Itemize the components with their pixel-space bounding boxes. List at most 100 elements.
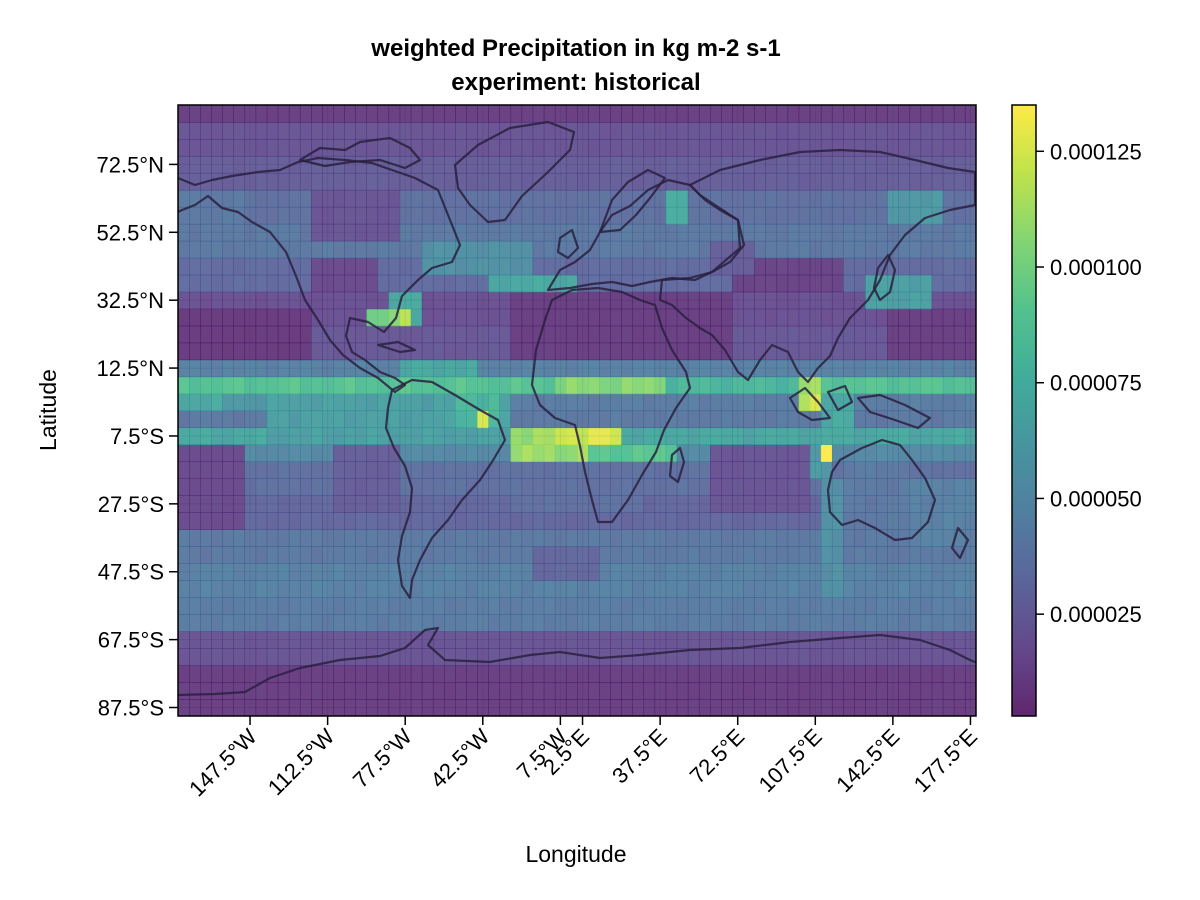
heatmap-cell — [388, 257, 401, 276]
heatmap-cell — [776, 257, 789, 276]
heatmap-cell — [211, 546, 223, 564]
heatmap-cell — [953, 563, 966, 581]
heatmap-cell — [477, 105, 489, 123]
heatmap-cell — [211, 444, 223, 463]
heatmap-cell — [366, 223, 379, 242]
heatmap-cell — [299, 274, 312, 293]
heatmap-cell — [178, 291, 190, 310]
heatmap-cell — [565, 189, 578, 208]
heatmap-cell — [244, 376, 257, 395]
heatmap-cell — [233, 699, 246, 716]
heatmap-cell — [189, 427, 201, 446]
heatmap-cell — [776, 665, 789, 683]
heatmap-cell — [798, 546, 811, 564]
heatmap-cell — [455, 274, 467, 293]
heatmap-cell — [366, 580, 379, 598]
heatmap-cell — [577, 410, 589, 429]
heatmap-cell — [953, 257, 966, 276]
heatmap-cell — [288, 121, 301, 140]
heatmap-cell — [953, 325, 966, 344]
heatmap-cell — [477, 325, 489, 344]
heatmap-cell — [288, 308, 301, 327]
heatmap-cell — [577, 444, 589, 463]
heatmap-cell — [809, 138, 822, 157]
heatmap-cell — [621, 342, 634, 361]
heatmap-cell — [964, 631, 976, 649]
heatmap-cell — [355, 665, 368, 683]
heatmap-cell — [942, 597, 955, 615]
heatmap-cell — [222, 189, 235, 208]
heatmap-cell — [698, 682, 711, 700]
heatmap-cell — [189, 478, 201, 496]
heatmap-cell — [477, 648, 489, 666]
heatmap-cell — [444, 614, 456, 632]
heatmap-cell — [577, 257, 589, 276]
heatmap-cell — [222, 580, 235, 598]
heatmap-cell — [820, 648, 833, 666]
heatmap-cell — [244, 546, 257, 564]
heatmap-cell — [687, 257, 700, 276]
heatmap-cell — [432, 461, 445, 479]
heatmap-cell — [854, 138, 866, 157]
heatmap-cell — [200, 682, 212, 700]
heatmap-cell — [898, 342, 911, 361]
heatmap-cell — [676, 699, 689, 716]
heatmap-cell — [710, 172, 722, 191]
heatmap-cell — [333, 325, 345, 344]
heatmap-cell — [488, 155, 501, 174]
heatmap-cell — [311, 376, 323, 395]
heatmap-cell — [510, 682, 523, 700]
heatmap-cell — [665, 105, 678, 123]
heatmap-cell — [909, 546, 922, 564]
heatmap-cell — [466, 614, 478, 632]
heatmap-cell — [743, 682, 755, 700]
heatmap-cell — [809, 359, 822, 378]
heatmap-cell — [477, 257, 489, 276]
heatmap-cell — [322, 563, 334, 581]
heatmap-cell — [344, 274, 356, 293]
heatmap-cell — [311, 342, 323, 361]
heatmap-cell — [942, 699, 955, 716]
heatmap-cell — [488, 223, 501, 242]
heatmap-cell — [244, 478, 257, 496]
heatmap-cell — [698, 325, 711, 344]
heatmap-cell — [964, 529, 976, 547]
heatmap-cell — [355, 138, 368, 157]
heatmap-cell — [521, 359, 534, 378]
heatmap-cell — [244, 223, 257, 242]
heatmap-cell — [632, 597, 645, 615]
heatmap-cell — [687, 274, 700, 293]
heatmap-cell — [399, 546, 412, 564]
heatmap-cell — [687, 206, 700, 225]
heatmap-cell — [765, 648, 778, 666]
heatmap-cell — [488, 461, 501, 479]
heatmap-cell — [344, 206, 356, 225]
heatmap-cell — [665, 699, 678, 716]
heatmap-cell — [643, 444, 656, 463]
heatmap-cell — [887, 699, 900, 716]
heatmap-cell — [554, 563, 567, 581]
heatmap-cell — [477, 138, 489, 157]
heatmap-plot-area — [178, 105, 976, 716]
heatmap-cell — [809, 478, 822, 496]
heatmap-cell — [510, 529, 523, 547]
heatmap-cell — [865, 444, 877, 463]
heatmap-cell — [200, 495, 212, 513]
heatmap-cell — [599, 597, 611, 615]
heatmap-cell — [931, 546, 944, 564]
heatmap-cell — [710, 291, 722, 310]
heatmap-cell — [266, 308, 279, 327]
heatmap-cell — [333, 138, 345, 157]
heatmap-cell — [355, 206, 368, 225]
heatmap-cell — [798, 512, 811, 530]
heatmap-cell — [333, 121, 345, 140]
heatmap-cell — [455, 580, 467, 598]
heatmap-cell — [488, 563, 501, 581]
heatmap-cell — [577, 342, 589, 361]
heatmap-cell — [676, 105, 689, 123]
heatmap-cell — [665, 614, 678, 632]
heatmap-cell — [909, 105, 922, 123]
heatmap-cell — [399, 308, 412, 327]
heatmap-cell — [444, 172, 456, 191]
heatmap-cell — [809, 223, 822, 242]
